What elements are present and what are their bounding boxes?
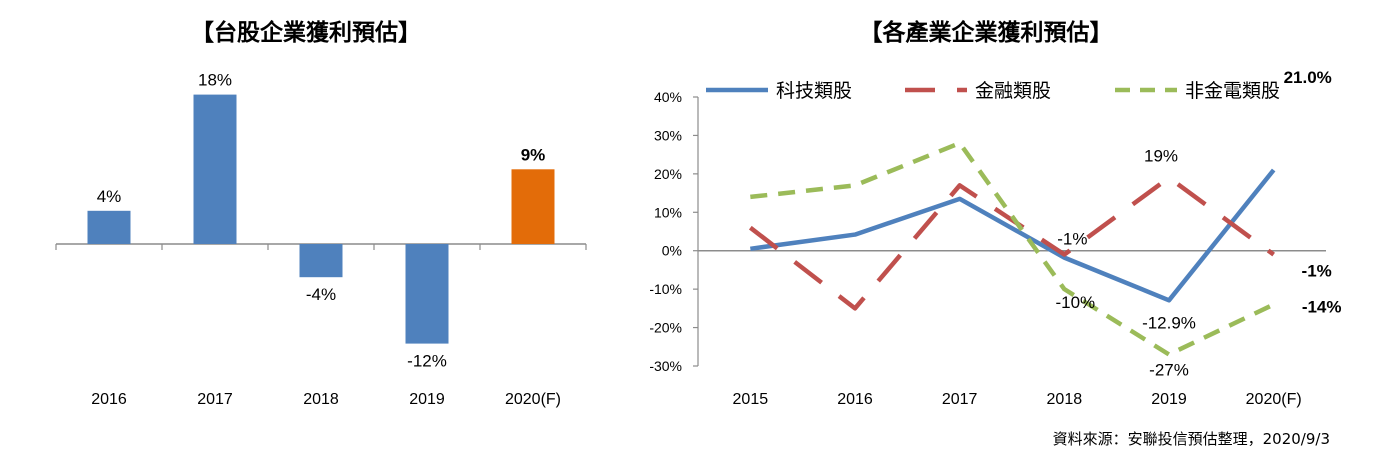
line-chart-series bbox=[748, 140, 1276, 357]
legend-label: 金融類股 bbox=[975, 80, 1051, 102]
line-data-label: -1% bbox=[1057, 230, 1087, 249]
line-y-tick-label: -30% bbox=[649, 358, 682, 374]
bar-data-label: -12% bbox=[407, 352, 447, 371]
series-line-3 bbox=[750, 140, 1275, 357]
line-x-tick-label: 2018 bbox=[1047, 391, 1083, 408]
bar-data-label: -4% bbox=[306, 285, 336, 304]
line-y-tick-label: -10% bbox=[649, 281, 682, 297]
line-chart-data-labels: -12.9% 21.0% -1% 19% -1% -10% -27% -14% bbox=[1055, 68, 1341, 379]
line-chart-axis: 40% 30% 20% 10% 0% -10% -20% -30% bbox=[649, 89, 1326, 374]
bar bbox=[87, 210, 131, 244]
line-data-label: -12.9% bbox=[1142, 313, 1196, 332]
line-y-tick-label: 30% bbox=[654, 127, 682, 143]
bar bbox=[193, 94, 237, 244]
line-chart-title: 【各產業企業獲利預估】 bbox=[860, 19, 1113, 46]
bar-data-label: 9% bbox=[521, 145, 546, 164]
bar-chart-x-ticks: 2016 2017 2018 2019 2020(F) bbox=[91, 391, 561, 408]
line-data-label: 21.0% bbox=[1284, 68, 1332, 87]
source-note: 資料來源：安聯投信預估整理，2020/9/3 bbox=[1053, 430, 1330, 448]
bar-chart-bars bbox=[87, 94, 555, 344]
legend-label: 非金電類股 bbox=[1185, 80, 1280, 102]
bar-x-tick-label: 2019 bbox=[409, 391, 445, 408]
line-data-label: -14% bbox=[1302, 298, 1342, 317]
bar bbox=[299, 244, 343, 278]
line-y-tick-label: 40% bbox=[654, 89, 682, 105]
line-chart-legend: 科技類股 金融類股 非金電類股 bbox=[706, 80, 1280, 102]
bar-chart-data-labels: 4% 18% -4% -12% 9% bbox=[97, 71, 546, 371]
line-chart: 【各產業企業獲利預估】 科技類股 金融類股 非金電類股 40% 30% 20% 10% 0%… bbox=[649, 19, 1341, 408]
bar-chart-title: 【台股企業獲利預估】 bbox=[191, 19, 421, 46]
line-y-tick-label: 10% bbox=[654, 204, 682, 220]
line-y-tick-label: -20% bbox=[649, 320, 682, 336]
bar-chart: 【台股企業獲利預估】 4%18%-4%-12%9% 2016 2017 2018 20… bbox=[55, 19, 587, 408]
bar-x-tick-label: 2017 bbox=[197, 391, 233, 408]
line-data-label: -10% bbox=[1055, 293, 1095, 312]
line-x-tick-label: 2015 bbox=[733, 391, 769, 408]
line-y-tick-label: 20% bbox=[654, 166, 682, 182]
line-data-label: -27% bbox=[1149, 360, 1189, 379]
bar-data-label: 4% bbox=[97, 187, 122, 206]
bar-x-tick-label: 2016 bbox=[91, 391, 127, 408]
bar-x-tick-label: 2020(F) bbox=[505, 391, 561, 408]
line-x-tick-label: 2019 bbox=[1151, 391, 1187, 408]
line-x-tick-label: 2016 bbox=[837, 391, 873, 408]
line-x-tick-label: 2017 bbox=[942, 391, 978, 408]
series-line-2 bbox=[748, 175, 1275, 311]
bar bbox=[511, 169, 555, 244]
line-y-tick-label: 0% bbox=[662, 243, 682, 259]
line-x-tick-label: 2020(F) bbox=[1246, 391, 1302, 408]
bar bbox=[405, 244, 449, 344]
bar-data-label: 18% bbox=[198, 71, 232, 90]
bar-x-tick-label: 2018 bbox=[303, 391, 339, 408]
series-line-1 bbox=[750, 168, 1276, 303]
line-data-label: 19% bbox=[1144, 147, 1178, 166]
line-data-label: -1% bbox=[1302, 262, 1332, 281]
line-chart-x-ticks: 2015 2016 2017 2018 2019 2020(F) bbox=[733, 391, 1302, 408]
legend-label: 科技類股 bbox=[776, 80, 852, 102]
